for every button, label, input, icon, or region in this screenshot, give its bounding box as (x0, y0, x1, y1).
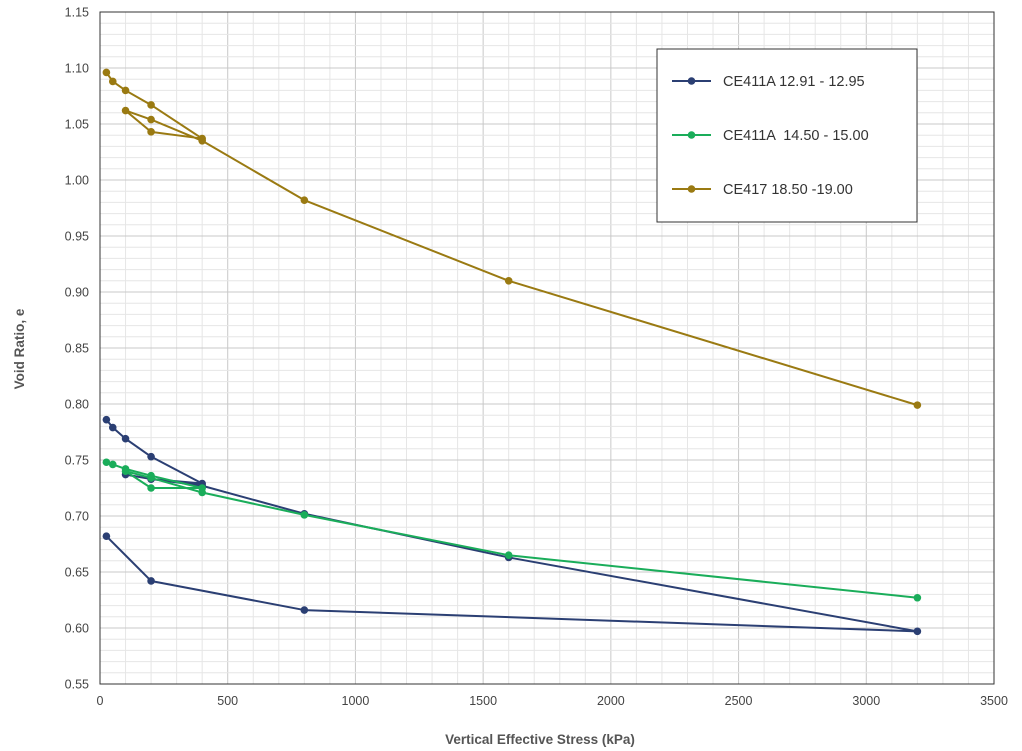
y-tick-label: 0.75 (65, 454, 89, 468)
legend-swatch-marker-3 (687, 185, 696, 193)
y-tick-label: 0.80 (65, 398, 89, 412)
data-point (913, 401, 922, 409)
data-point (300, 606, 309, 614)
data-point (102, 415, 111, 424)
data-point (108, 77, 117, 86)
y-tick-label: 0.95 (65, 230, 89, 244)
legend-label-2: CE411A 14.50 - 15.00 (723, 128, 869, 144)
data-point (147, 452, 155, 461)
plot-area-frame (99, 11, 995, 685)
x-tick-label: 500 (217, 694, 238, 708)
legend-swatch-marker-1 (687, 77, 696, 85)
legend-entry-1: CE411A 12.91 - 12.95 (672, 74, 865, 90)
x-tick-label: 3000 (852, 694, 880, 708)
x-tick-label: 0 (97, 694, 104, 708)
data-point (147, 474, 155, 482)
y-axis-title: Void Ratio, e (12, 308, 27, 389)
data-point (300, 511, 309, 519)
y-tick-label: 0.85 (65, 342, 89, 356)
series-group (102, 68, 922, 636)
data-point (147, 577, 155, 585)
data-point (102, 532, 111, 540)
legend-label-3: CE417 18.50 -19.00 (723, 182, 853, 198)
y-tick-label: 0.65 (65, 566, 89, 580)
data-point (121, 434, 130, 443)
legend-label-1: CE411A 12.91 - 12.95 (723, 74, 865, 90)
data-point (504, 551, 513, 559)
data-point (147, 101, 155, 109)
data-point (913, 593, 922, 602)
data-point (121, 106, 130, 115)
data-point (913, 627, 922, 636)
data-point (504, 277, 513, 285)
series-2 (102, 458, 922, 602)
data-point (147, 128, 155, 136)
x-axis-title: Vertical Effective Stress (kPa) (445, 732, 635, 747)
x-tick-label: 3500 (980, 694, 1008, 708)
x-tick-label: 2500 (725, 694, 753, 708)
data-point (121, 467, 130, 476)
data-point (198, 488, 206, 497)
legend: CE411A 12.91 - 12.95 CE411A 14.50 - 15.0… (656, 48, 918, 223)
x-tick-label: 1500 (469, 694, 497, 708)
legend-swatch-marker-2 (687, 131, 696, 139)
data-point (147, 484, 155, 492)
x-tick-label: 2000 (597, 694, 625, 708)
data-point (300, 196, 309, 204)
y-tick-label: 1.05 (65, 118, 89, 132)
data-point (121, 86, 130, 95)
y-tick-label: 0.55 (65, 678, 89, 692)
y-tick-label: 1.15 (65, 6, 89, 20)
y-tick-label: 0.70 (65, 510, 89, 524)
x-tick-label: 1000 (342, 694, 370, 708)
y-tick-label: 0.90 (65, 286, 89, 300)
data-point (147, 115, 155, 124)
data-point (108, 460, 117, 469)
y-tick-labels: 0.55 0.60 0.65 0.70 0.75 0.80 0.85 0.90 0.95 1.00… (65, 6, 89, 692)
y-tick-label: 1.00 (65, 174, 89, 188)
legend-entry-2: CE411A 14.50 - 15.00 (672, 128, 869, 144)
legend-entry-3: CE417 18.50 -19.00 (672, 182, 853, 198)
data-point (198, 137, 206, 145)
x-tick-labels: 0 500 1000 1500 2000 2500 3000 3500 (97, 694, 1008, 708)
data-point (102, 458, 111, 467)
series-3 (102, 68, 922, 409)
data-point (108, 423, 117, 432)
data-point (102, 68, 111, 77)
y-tick-label: 0.60 (65, 622, 89, 636)
y-tick-label: 1.10 (65, 62, 89, 76)
